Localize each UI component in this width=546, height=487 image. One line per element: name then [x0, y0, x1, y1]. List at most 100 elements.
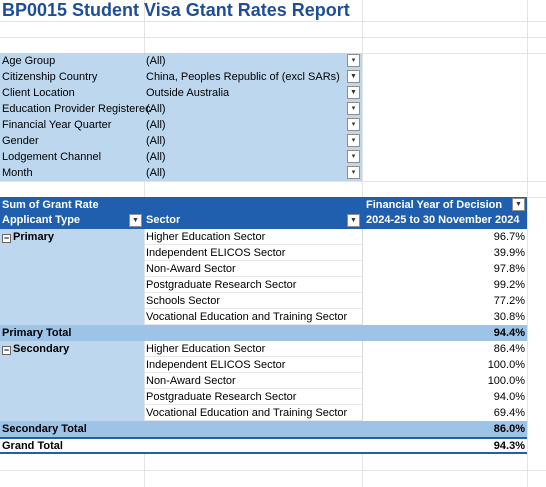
row-group-cell: [0, 341, 144, 421]
sector-label: Independent ELICOS Sector: [146, 247, 286, 259]
filter-row: Month (All) ▾: [0, 165, 362, 181]
filter-row: Age Group (All) ▾: [0, 53, 362, 69]
sector-label: Higher Education Sector: [146, 231, 266, 243]
grant-rate-value: 94.0%: [493, 391, 525, 403]
group-name: Secondary: [13, 343, 70, 355]
group-name: Primary: [13, 231, 54, 243]
grant-rate-value: 97.8%: [493, 263, 525, 275]
cell-border: [144, 229, 363, 245]
dropdown-arrow-icon[interactable]: ▾: [347, 150, 360, 163]
filter-value: (All): [146, 135, 166, 147]
filter-row: Client Location Outside Australia ▼: [0, 85, 362, 101]
table-row: Independent ELICOS Sector 39.9%: [0, 245, 527, 261]
grant-rate-value: 69.4%: [493, 407, 525, 419]
column-field-label: Financial Year of Decision: [366, 199, 503, 211]
filter-area: [0, 53, 362, 181]
subtotal-label: Secondary Total: [2, 423, 87, 435]
column-value-label: 2024-25 to 30 November 2024: [366, 214, 520, 226]
dropdown-arrow-icon[interactable]: ▾: [347, 102, 360, 115]
table-row: Vocational Education and Training Sector…: [0, 309, 527, 325]
sector-label: Higher Education Sector: [146, 343, 266, 355]
filter-applied-icon[interactable]: ▼: [347, 70, 360, 83]
cell-border: [144, 373, 363, 389]
grant-rate-value: 100.0%: [487, 375, 525, 387]
grant-rate-value: 99.2%: [493, 279, 525, 291]
filter-value: (All): [146, 55, 166, 67]
cell-border: [144, 245, 363, 261]
grid-line: [0, 37, 546, 38]
cell-border: [144, 309, 363, 325]
cell-border: [144, 341, 363, 357]
filter-label: Financial Year Quarter: [2, 119, 112, 131]
cell-border: [144, 357, 363, 373]
sector-label: Vocational Education and Training Sector: [146, 407, 348, 419]
cell-border: [144, 261, 363, 277]
filter-label: Gender: [2, 135, 39, 147]
cell-border: [144, 293, 363, 309]
filter-applied-icon[interactable]: ▼: [347, 86, 360, 99]
filter-row: Gender (All) ▾: [0, 133, 362, 149]
sector-label: Non-Award Sector: [146, 375, 236, 387]
filter-label: Client Location: [2, 87, 75, 99]
grid-line: [0, 181, 546, 182]
dropdown-arrow-icon[interactable]: ▾: [347, 134, 360, 147]
row-group-cell: [0, 229, 144, 325]
filter-value: (All): [146, 119, 166, 131]
filter-value: (All): [146, 167, 166, 179]
filter-applied-icon[interactable]: ▼: [512, 198, 525, 211]
filter-row: Lodgement Channel (All) ▾: [0, 149, 362, 165]
sector-label: Schools Sector: [146, 295, 220, 307]
grand-total-label: Grand Total: [2, 440, 63, 452]
filter-value: Outside Australia: [146, 87, 230, 99]
dropdown-arrow-icon[interactable]: ▾: [347, 166, 360, 179]
table-row: Non-Award Sector 97.8%: [0, 261, 527, 277]
sector-label: Postgraduate Research Sector: [146, 391, 297, 403]
table-row: Higher Education Sector 96.7%: [0, 229, 527, 245]
sector-label: Postgraduate Research Sector: [146, 279, 297, 291]
table-row: Postgraduate Research Sector 99.2%: [0, 277, 527, 293]
report-title: BP0015 Student Visa Gtant Rates Report: [2, 0, 350, 20]
group-label: − Primary: [2, 231, 54, 243]
filter-row: Citizenship Country China, Peoples Republ…: [0, 69, 362, 85]
table-row: Independent ELICOS Sector 100.0%: [0, 357, 527, 373]
grant-rate-value: 86.4%: [493, 343, 525, 355]
table-row: Non-Award Sector 100.0%: [0, 373, 527, 389]
filter-label: Education Provider Registerec: [2, 103, 151, 115]
grant-rate-value: 30.8%: [493, 311, 525, 323]
subtotal-row: Primary Total 94.4%: [0, 325, 527, 341]
table-row: Postgraduate Research Sector 94.0%: [0, 389, 527, 405]
grid-line: [144, 0, 145, 487]
cell-border: [144, 389, 363, 405]
grand-total-row: Grand Total 94.3%: [0, 437, 527, 454]
grant-rate-value: 96.7%: [493, 231, 525, 243]
table-row: Schools Sector 77.2%: [0, 293, 527, 309]
measure-label: Sum of Grant Rate: [2, 199, 99, 211]
filter-value: (All): [146, 151, 166, 163]
collapse-icon[interactable]: −: [2, 233, 11, 243]
row-field-sector: Sector: [146, 214, 181, 226]
cell-border: [144, 405, 363, 421]
dropdown-arrow-icon[interactable]: ▾: [347, 118, 360, 131]
filter-value: China, Peoples Republic of (excl SARs): [146, 71, 340, 83]
filter-row: Financial Year Quarter (All) ▾: [0, 117, 362, 133]
grant-rate-value: 39.9%: [493, 247, 525, 259]
filter-label: Age Group: [2, 55, 56, 67]
dropdown-arrow-icon[interactable]: ▼: [129, 214, 142, 227]
grid-line: [0, 21, 546, 22]
filter-label: Month: [2, 167, 33, 179]
cell-border: [144, 277, 363, 293]
dropdown-arrow-icon[interactable]: ▾: [347, 54, 360, 67]
subtotal-label: Primary Total: [2, 327, 72, 339]
table-row: Vocational Education and Training Sector…: [0, 405, 527, 421]
subtotal-row: Secondary Total 86.0%: [0, 421, 527, 437]
filter-label: Citizenship Country: [2, 71, 98, 83]
subtotal-value: 94.4%: [493, 327, 525, 339]
dropdown-arrow-icon[interactable]: ▼: [347, 214, 360, 227]
subtotal-value: 86.0%: [493, 423, 525, 435]
grant-rate-value: 77.2%: [493, 295, 525, 307]
grand-total-value: 94.3%: [493, 440, 525, 452]
sector-label: Independent ELICOS Sector: [146, 359, 286, 371]
collapse-icon[interactable]: −: [2, 345, 11, 355]
grid-line: [527, 0, 528, 487]
table-row: Higher Education Sector 86.4%: [0, 341, 527, 357]
